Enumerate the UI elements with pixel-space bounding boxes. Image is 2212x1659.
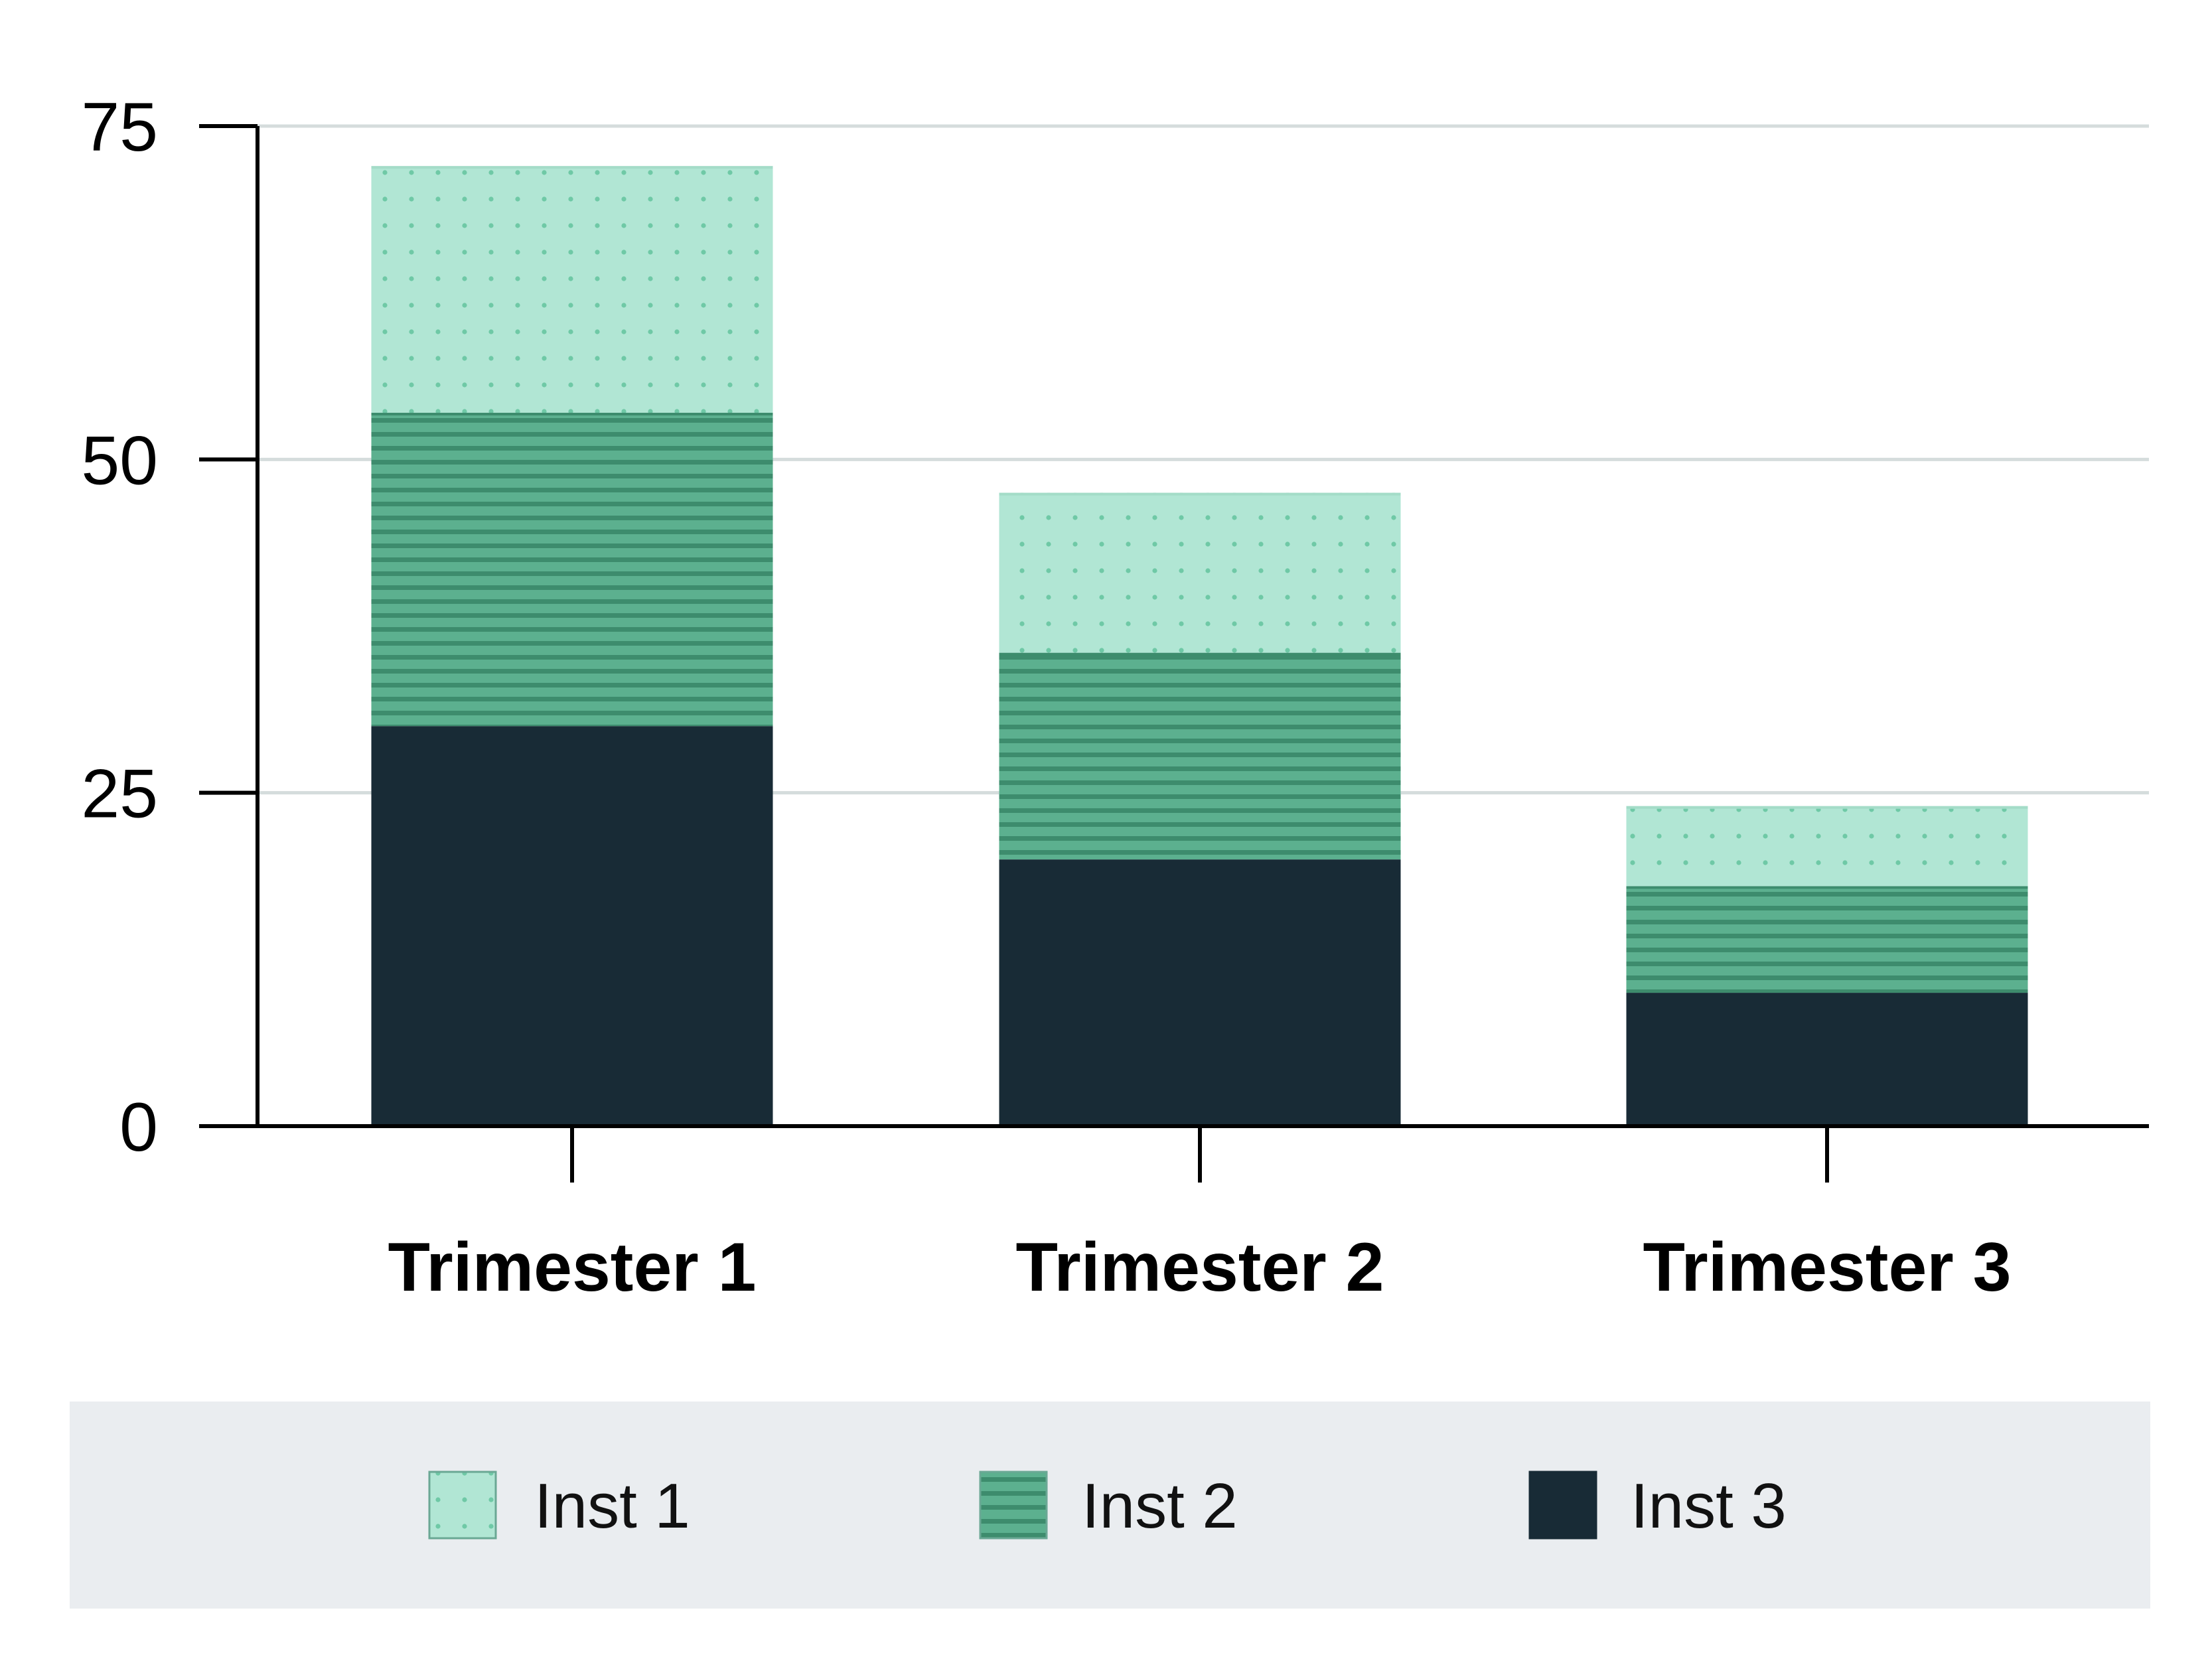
- x-tick-label: Trimester 1: [388, 1229, 757, 1306]
- bar-segment-inst-3: [1626, 993, 2028, 1126]
- legend-label: Inst 3: [1631, 1471, 1787, 1542]
- legend-box: [70, 1402, 2150, 1609]
- axes: [199, 124, 2149, 1183]
- x-tick-label: Trimester 2: [1016, 1229, 1384, 1306]
- bar-segment-inst-2: [999, 652, 1401, 860]
- bar-segment-inst-1: [1626, 806, 2028, 887]
- tick-labels: 0 25 50 75 Trimester 1 Trimester 2 Trimester 3: [81, 89, 2011, 1306]
- legend-label: Inst 2: [1082, 1471, 1238, 1542]
- x-tick-label: Trimester 3: [1643, 1229, 2012, 1306]
- legend: Inst 1 Inst 2 Inst 3: [70, 1402, 2150, 1609]
- y-tick-label: 75: [81, 89, 158, 166]
- bar-segment-inst-2: [1626, 886, 2028, 993]
- bar-segment-inst-3: [999, 859, 1401, 1126]
- bar-segment-inst-1: [999, 492, 1401, 653]
- bar-segment-inst-2: [371, 413, 773, 727]
- bar-segment-inst-1: [371, 166, 773, 413]
- legend-label: Inst 1: [534, 1471, 690, 1542]
- legend-swatch-inst-2: [979, 1471, 1048, 1540]
- bars: [371, 166, 2028, 1126]
- y-tick-label: 0: [119, 1089, 158, 1166]
- bar-segment-inst-3: [371, 726, 773, 1126]
- y-tick-label: 25: [81, 756, 158, 833]
- legend-swatch-inst-1: [428, 1471, 497, 1540]
- y-tick-label: 50: [81, 422, 158, 499]
- legend-swatch-inst-3: [1528, 1471, 1597, 1540]
